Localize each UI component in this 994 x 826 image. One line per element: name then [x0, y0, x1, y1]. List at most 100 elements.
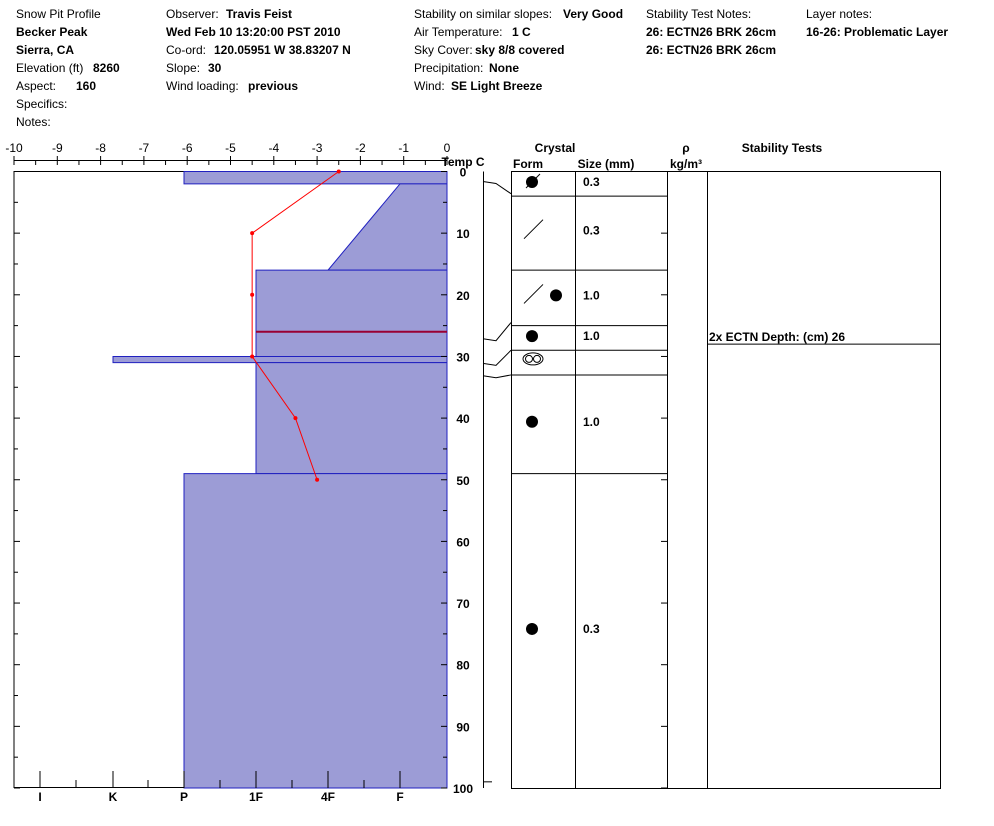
size-header: Size (mm)	[578, 157, 635, 171]
form-header: Form	[513, 157, 543, 171]
stability-test-label: 2x ECTN Depth: (cm) 26	[709, 330, 845, 344]
stability-value: Very Good	[563, 7, 624, 21]
layer-connector	[482, 181, 512, 195]
depth-tick-label: 30	[456, 350, 470, 364]
air-temp-label: Air Temperature:	[414, 25, 503, 39]
temp-tick-label: -5	[225, 141, 236, 155]
hardness-tick-label: 1F	[249, 790, 263, 804]
stability-note-1: 26: ECTN26 BRK 26cm	[646, 25, 777, 39]
depth-tick-label: 90	[456, 720, 470, 734]
depth-tick-label: 40	[456, 412, 470, 426]
depth-tick-label: 70	[456, 597, 470, 611]
crystal-table-frame	[511, 171, 941, 789]
crystal-size-value: 0.3	[583, 622, 600, 636]
hardness-layer-1	[326, 183, 448, 271]
stability-notes-label: Stability Test Notes:	[646, 7, 752, 21]
crystal-form-slash-icon	[523, 219, 544, 240]
crystal-form-rounded-icon	[526, 330, 538, 343]
temp-axis-label: Temp C	[441, 155, 484, 169]
crystal-form-rounded-icon	[526, 622, 538, 635]
hardness-layer-2	[255, 269, 448, 357]
layer-connector	[482, 374, 512, 379]
crystal-size-value: 1.0	[583, 329, 600, 343]
elevation-value: 8260	[93, 61, 120, 75]
crystal-size-value: 0.3	[583, 224, 600, 238]
slope-label: Slope:	[166, 61, 201, 75]
observer-value: Travis Feist	[226, 7, 293, 21]
crystal-form-rounded-icon	[526, 415, 538, 428]
elevation-label: Elevation (ft)	[16, 61, 84, 75]
sky-cover-value: sky 8/8 covered	[475, 43, 565, 57]
hardness-layer-0	[183, 171, 448, 185]
aspect-label: Aspect:	[16, 79, 57, 93]
notes-label: Notes:	[16, 115, 51, 129]
rho-header: ρ	[682, 141, 689, 155]
temp-tick-label: -3	[312, 141, 323, 155]
temperature-point	[315, 477, 320, 482]
wind-loading-label: Wind loading:	[166, 79, 239, 93]
depth-tick-label: 0	[460, 166, 467, 180]
crystal-form-rounded-icon	[550, 289, 562, 302]
temperature-profile-line	[251, 171, 340, 480]
temperature-point	[336, 169, 341, 174]
stability-label: Stability on similar slopes:	[414, 7, 553, 21]
slope-value: 30	[208, 61, 222, 75]
temp-tick-label: -9	[52, 141, 63, 155]
crystal-form-ring-icon	[522, 352, 544, 366]
temp-tick-label: -1	[398, 141, 409, 155]
hardness-tick-label: P	[180, 790, 188, 804]
hardness-tick-label: 4F	[321, 790, 335, 804]
hardness-tick-label: I	[38, 790, 41, 804]
crystal-size-value: 1.0	[583, 415, 600, 429]
temp-tick-label: -4	[268, 141, 279, 155]
hardness-tick-label: K	[109, 790, 118, 804]
hardness-layer-4	[255, 362, 448, 475]
crystal-form-slash-icon	[525, 173, 541, 189]
crystal-form-ring-icon	[525, 354, 533, 363]
specifics-label: Specifics:	[16, 97, 68, 111]
stability-tests-header: Stability Tests	[742, 141, 823, 155]
aspect-value: 160	[76, 79, 97, 93]
coord-label: Co-ord:	[166, 43, 207, 57]
layer-connector	[482, 349, 512, 366]
temperature-point	[250, 292, 255, 297]
depth-tick-label: 100	[453, 782, 473, 796]
wind-loading-value: previous	[248, 79, 299, 93]
temp-tick-label: -7	[139, 141, 150, 155]
hardness-layer-5	[183, 473, 448, 789]
wind-label: Wind:	[414, 79, 445, 93]
depth-tick-label: 60	[456, 535, 470, 549]
hardness-tick-label: F	[396, 790, 403, 804]
temp-tick-label: -8	[95, 141, 106, 155]
layer-connector	[482, 322, 512, 342]
observation-datetime: Wed Feb 10 13:20:00 PST 2010	[166, 25, 341, 39]
precipitation-value: None	[489, 61, 519, 75]
depth-tick-label: 80	[456, 659, 470, 673]
precipitation-label: Precipitation:	[414, 61, 484, 75]
temp-tick-label: -2	[355, 141, 366, 155]
crystal-form-ring-icon	[533, 354, 541, 363]
stability-note-2: 26: ECTN26 BRK 26cm	[646, 43, 777, 57]
crystal-form-slash-icon	[523, 284, 544, 304]
crystal-size-value: 0.3	[583, 175, 600, 189]
air-temp-value: 1 C	[512, 25, 531, 39]
observer-label: Observer:	[166, 7, 219, 21]
wind-value: SE Light Breeze	[451, 79, 543, 93]
crystal-header: Crystal	[535, 141, 576, 155]
hardness-layer-3	[112, 355, 448, 364]
density-unit-header: kg/m³	[670, 157, 702, 171]
sky-cover-label: Sky Cover:	[414, 43, 473, 57]
temperature-point	[293, 416, 298, 421]
depth-tick-label: 50	[456, 474, 470, 488]
page-title: Snow Pit Profile	[16, 7, 101, 21]
depth-tick-label: 10	[456, 227, 470, 241]
temp-tick-label: -10	[5, 141, 23, 155]
temp-tick-label: 0	[444, 141, 451, 155]
location-name: Becker Peak	[16, 25, 88, 39]
region-name: Sierra, CA	[16, 43, 75, 57]
layer-notes-label: Layer notes:	[806, 7, 873, 21]
temperature-point	[250, 231, 255, 236]
crystal-size-value: 1.0	[583, 288, 600, 302]
layer-notes-value: 16-26: Problematic Layer	[806, 25, 949, 39]
